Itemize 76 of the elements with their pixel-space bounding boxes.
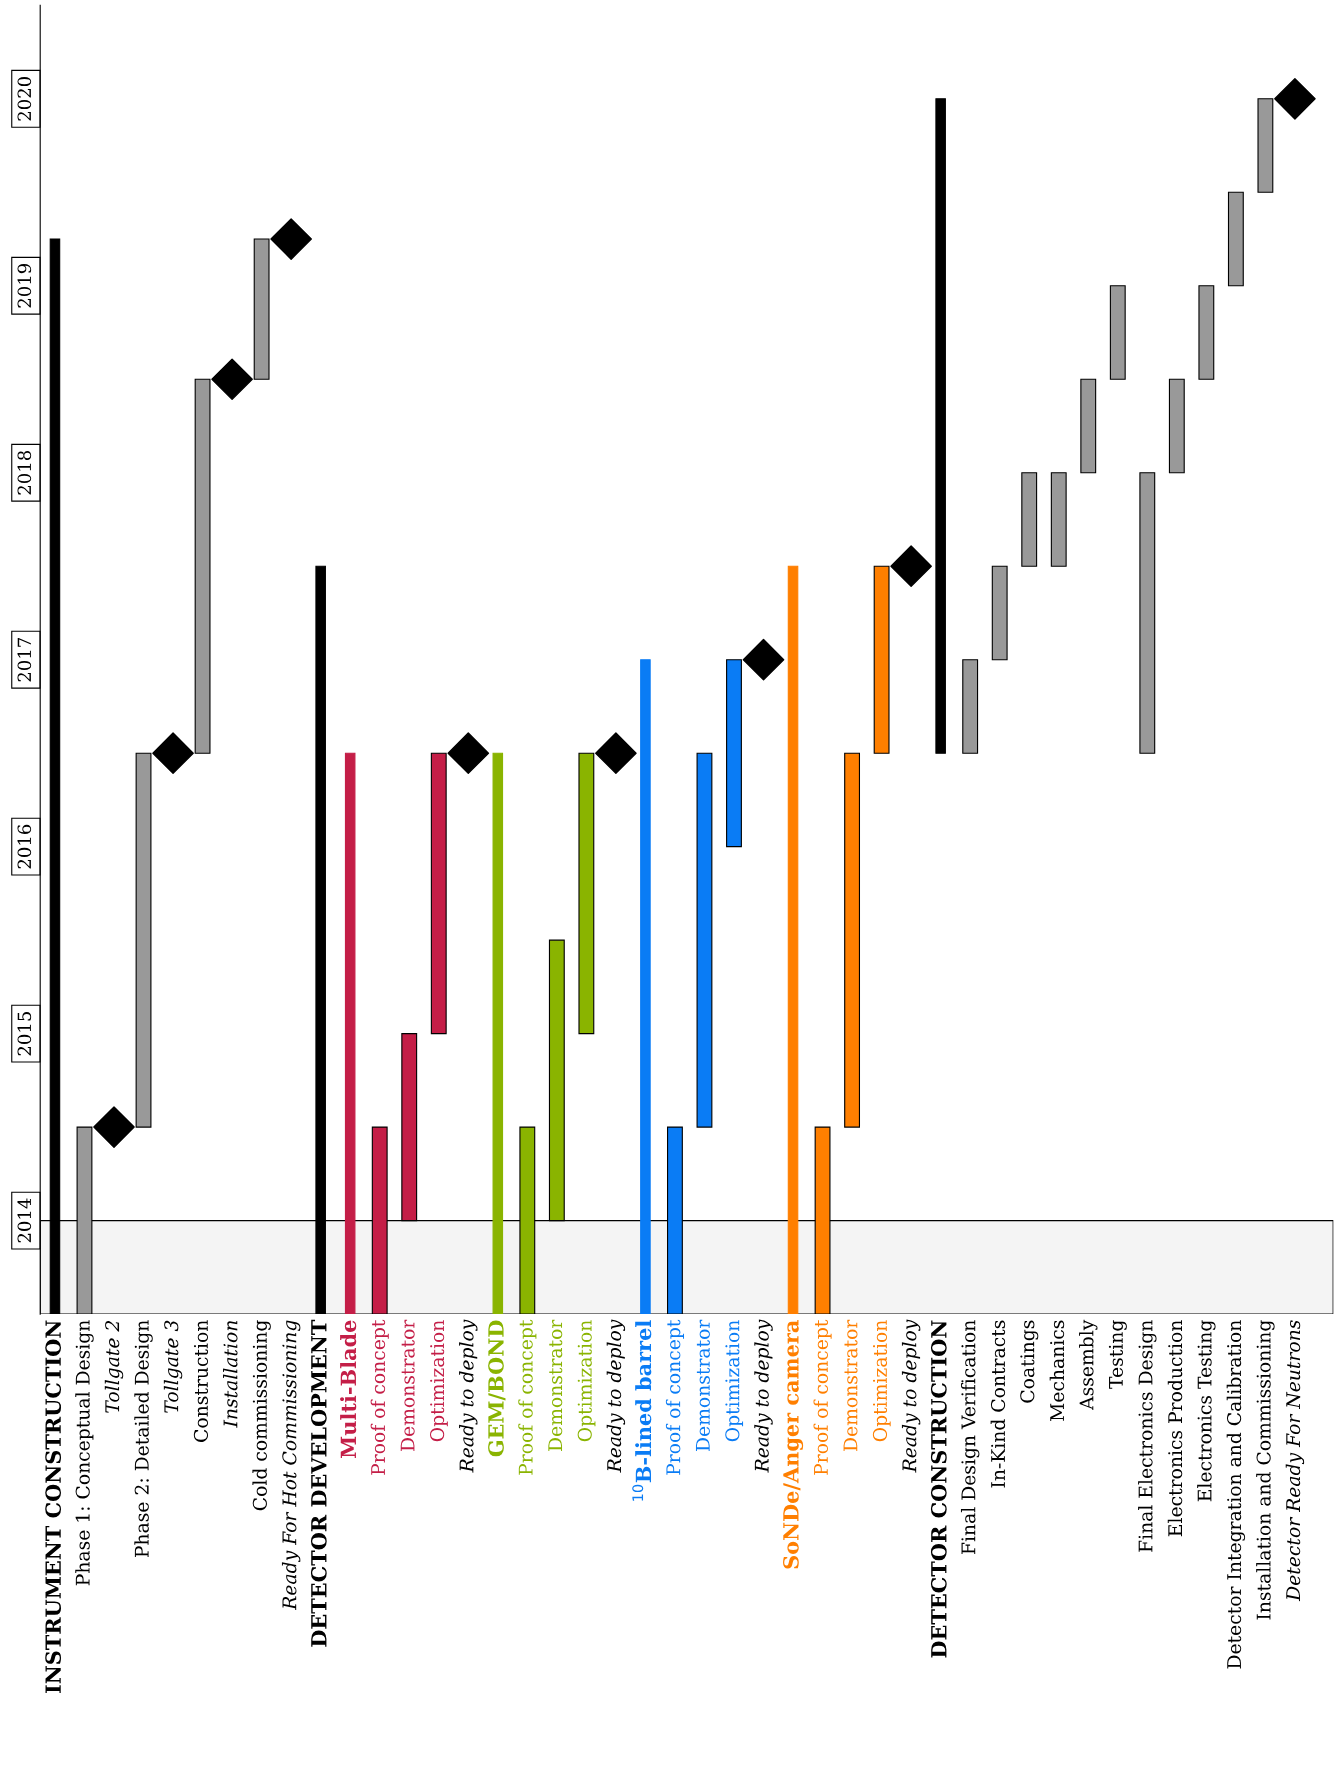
point xyxy=(595,732,637,775)
x-tick-label: Ready to deploy xyxy=(459,1319,478,1473)
bar xyxy=(1050,472,1067,567)
x-tick-label: Optimization xyxy=(577,1320,596,1442)
bar xyxy=(962,659,979,754)
x-tick-label: In-Kind Contracts xyxy=(990,1320,1006,1488)
y-tick-label: 2018 xyxy=(17,450,32,495)
point xyxy=(742,638,785,681)
bar xyxy=(1168,378,1185,474)
x-tick-label: Proof of concept xyxy=(370,1319,389,1475)
x-tick-label: DETECTOR DEVELOPMENT xyxy=(310,1319,327,1647)
x-tick-label: Mechanics xyxy=(1049,1320,1065,1421)
x-tick-label: Installation and Commissioning xyxy=(1256,1320,1275,1620)
x-tick-label: Demonstrator xyxy=(843,1319,858,1451)
x-tick-label: INSTRUMENT CONSTRUCTION xyxy=(45,1320,62,1694)
y-tick-label: 2014 xyxy=(17,1198,32,1243)
x-tick-label: Final Design Verification xyxy=(960,1320,980,1555)
x-tick-label: Tollgate 2 xyxy=(104,1320,124,1413)
x-tick-label: Coatings xyxy=(1020,1320,1039,1403)
x-tick-label: Multi-Blade xyxy=(340,1320,357,1458)
x-tick-label: Electronics Production xyxy=(1167,1320,1183,1537)
x-tick-label: Detector Ready For Neutrons xyxy=(1285,1320,1305,1602)
x-tick-label: Ready For Hot Commissioning xyxy=(281,1320,301,1611)
x-tick-label: Ready to deploy xyxy=(901,1319,921,1473)
point xyxy=(93,1106,135,1148)
x-tick-label: Ready to deploy xyxy=(606,1319,626,1473)
x-tick-label: Phase 1: Conceptual Design xyxy=(75,1320,94,1586)
point xyxy=(270,218,312,260)
bar xyxy=(787,565,799,1315)
x-tick-label: GEM/BOND xyxy=(488,1320,506,1457)
bar xyxy=(492,752,504,1315)
x-tick-label: DETECTOR CONSTRUCTION xyxy=(930,1320,947,1658)
x-tick-label: Proof of concept xyxy=(665,1319,685,1475)
bar xyxy=(1227,191,1244,287)
x-tick-label: Tollgate 3 xyxy=(163,1320,183,1413)
bar xyxy=(640,659,651,1315)
x-tick-label: Final Electronics Design xyxy=(1138,1320,1157,1552)
x-tick-label: Testing xyxy=(1108,1320,1127,1389)
point xyxy=(447,732,490,775)
x-tick-label: Optimization xyxy=(725,1320,744,1442)
x-tick-label: Optimization xyxy=(872,1320,891,1442)
x-tick-label: Electronics Testing xyxy=(1197,1320,1216,1502)
x-tick-label: Proof of concept xyxy=(813,1319,832,1475)
x-tick-label: Demonstrator xyxy=(400,1319,415,1451)
x-tick-label: SoNDe/Anger camera xyxy=(783,1320,804,1569)
point xyxy=(152,732,194,775)
y-tick-label: 2017 xyxy=(17,638,32,682)
point xyxy=(890,545,932,588)
bar xyxy=(1080,378,1097,474)
x-tick-label: Cold commissioning xyxy=(252,1320,271,1511)
x-tick-label: Assembly xyxy=(1079,1319,1098,1410)
bar xyxy=(1109,285,1126,380)
x-tick-label: Detector Integration and Calibration xyxy=(1226,1320,1246,1669)
x-tick-label: Demonstrator xyxy=(548,1319,563,1451)
x-tick-label: Demonstrator xyxy=(695,1319,710,1451)
x-tick-label: Installation xyxy=(223,1320,238,1428)
bar xyxy=(935,98,946,754)
x-tick-label: $^{10}$B-lined barrel xyxy=(632,1320,652,1501)
x-tick-label: Proof of concept xyxy=(518,1319,537,1475)
y-tick-label: 2019 xyxy=(17,264,32,308)
bar xyxy=(1021,472,1038,567)
y-tick-label: 2020 xyxy=(17,77,32,121)
bar xyxy=(844,752,861,1128)
bar xyxy=(991,565,1008,661)
x-tick-label: Optimization xyxy=(430,1320,448,1442)
y-tick-label: 2016 xyxy=(17,824,32,869)
point xyxy=(211,358,253,401)
x-tick-label: Phase 2: Detailed Design xyxy=(134,1320,153,1558)
x-tick-label: Ready to deploy xyxy=(754,1319,773,1473)
y-tick-label: 2015 xyxy=(17,1012,32,1056)
x-tick-label: Construction xyxy=(193,1320,209,1442)
bar xyxy=(1139,472,1156,754)
bar xyxy=(1198,285,1215,380)
bar xyxy=(696,752,713,1128)
point xyxy=(1274,77,1316,120)
bar xyxy=(344,752,356,1315)
